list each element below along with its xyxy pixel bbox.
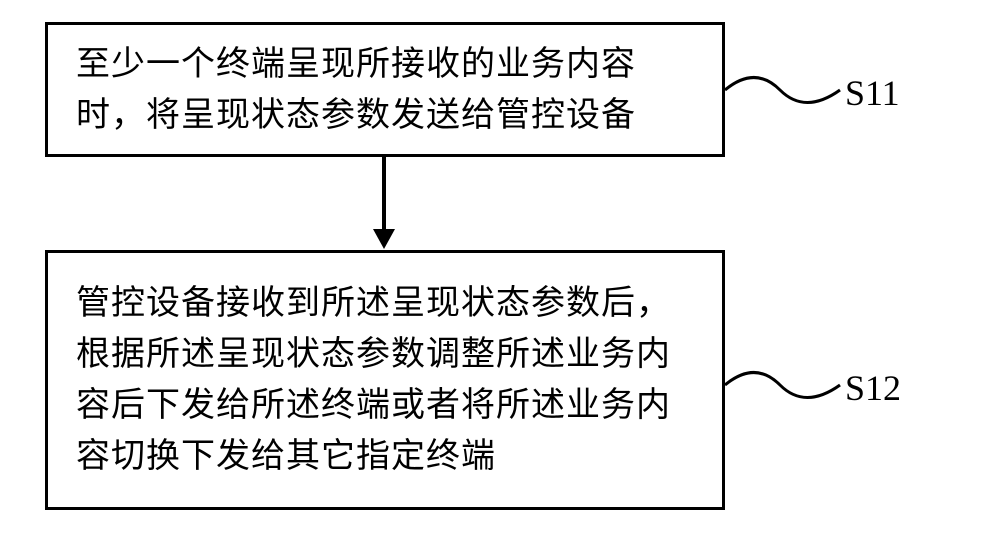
arrow-line-1 <box>382 157 386 231</box>
flowchart-step-label-2: S12 <box>845 367 901 409</box>
arrow-head-1 <box>373 229 395 249</box>
flowchart-step-text-2: 管控设备接收到所述呈现状态参数后，根据所述呈现状态参数调整所述业务内容后下发给所… <box>76 278 694 482</box>
flowchart-container: 至少一个终端呈现所接收的业务内容时，将呈现状态参数发送给管控设备 S11 管控设… <box>0 0 1000 547</box>
connector-curve-1 <box>725 55 845 125</box>
flowchart-step-box-1: 至少一个终端呈现所接收的业务内容时，将呈现状态参数发送给管控设备 <box>45 22 725 157</box>
connector-curve-2 <box>725 350 845 420</box>
flowchart-step-text-1: 至少一个终端呈现所接收的业务内容时，将呈现状态参数发送给管控设备 <box>76 39 694 141</box>
flowchart-step-label-1: S11 <box>845 72 900 114</box>
flowchart-step-box-2: 管控设备接收到所述呈现状态参数后，根据所述呈现状态参数调整所述业务内容后下发给所… <box>45 250 725 510</box>
